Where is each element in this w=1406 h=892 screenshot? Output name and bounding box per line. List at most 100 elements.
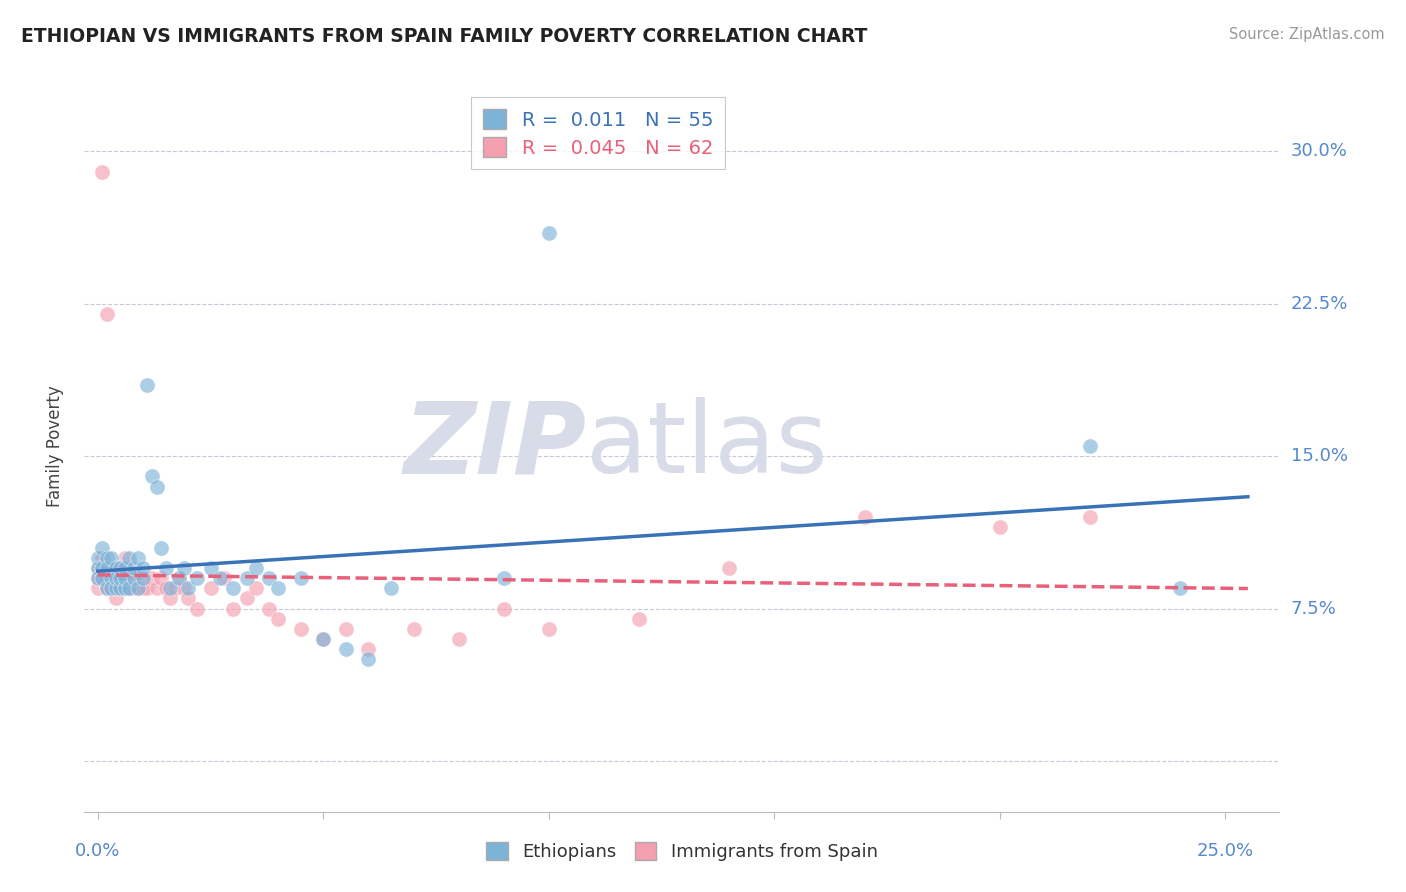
Y-axis label: Family Poverty: Family Poverty xyxy=(45,385,63,507)
Point xyxy=(145,480,167,494)
Point xyxy=(114,571,136,585)
Point xyxy=(87,550,110,565)
Point xyxy=(91,550,114,565)
Point xyxy=(718,561,741,575)
Point xyxy=(104,571,127,585)
Point xyxy=(173,581,195,595)
Point xyxy=(235,571,257,585)
Point xyxy=(87,571,110,585)
Point xyxy=(104,581,127,595)
Point xyxy=(110,571,132,585)
Point xyxy=(87,571,110,585)
Point xyxy=(177,581,200,595)
Point xyxy=(235,591,257,606)
Point xyxy=(104,561,127,575)
Point xyxy=(132,571,155,585)
Point xyxy=(91,571,114,585)
Point xyxy=(222,601,245,615)
Point xyxy=(91,541,114,555)
Point xyxy=(312,632,335,646)
Point xyxy=(118,581,141,595)
Point xyxy=(114,581,136,595)
Point xyxy=(186,601,208,615)
Point xyxy=(87,561,110,575)
Point xyxy=(267,612,290,626)
Point xyxy=(200,561,222,575)
Point xyxy=(402,622,425,636)
Point xyxy=(155,581,177,595)
Point xyxy=(492,571,515,585)
Point xyxy=(122,571,145,585)
Point xyxy=(1168,581,1191,595)
Point xyxy=(96,571,118,585)
Point xyxy=(159,591,181,606)
Point xyxy=(537,622,560,636)
Point xyxy=(132,581,155,595)
Point xyxy=(110,561,132,575)
Point xyxy=(136,581,159,595)
Point xyxy=(118,550,141,565)
Point xyxy=(537,226,560,240)
Point xyxy=(110,581,132,595)
Text: 7.5%: 7.5% xyxy=(1291,599,1337,617)
Point xyxy=(141,571,163,585)
Point xyxy=(100,571,122,585)
Point xyxy=(447,632,470,646)
Point xyxy=(335,622,357,636)
Point xyxy=(132,561,155,575)
Point xyxy=(118,571,141,585)
Point xyxy=(177,591,200,606)
Point xyxy=(114,571,136,585)
Point xyxy=(118,581,141,595)
Point xyxy=(335,642,357,657)
Point xyxy=(100,581,122,595)
Text: atlas: atlas xyxy=(586,398,828,494)
Point xyxy=(100,571,122,585)
Point xyxy=(357,652,380,666)
Point xyxy=(628,612,651,626)
Point xyxy=(380,581,402,595)
Point xyxy=(100,561,122,575)
Point xyxy=(104,581,127,595)
Point xyxy=(150,541,173,555)
Point xyxy=(127,581,149,595)
Point xyxy=(87,561,110,575)
Point xyxy=(492,601,515,615)
Point xyxy=(988,520,1011,534)
Point xyxy=(173,561,195,575)
Point xyxy=(96,581,118,595)
Text: 0.0%: 0.0% xyxy=(75,842,121,860)
Legend: Ethiopians, Immigrants from Spain: Ethiopians, Immigrants from Spain xyxy=(479,835,884,869)
Point xyxy=(114,581,136,595)
Point xyxy=(222,581,245,595)
Point xyxy=(145,581,167,595)
Point xyxy=(122,561,145,575)
Point xyxy=(290,622,312,636)
Point xyxy=(100,581,122,595)
Text: 25.0%: 25.0% xyxy=(1197,842,1254,860)
Point xyxy=(132,571,155,585)
Point xyxy=(245,581,267,595)
Text: Source: ZipAtlas.com: Source: ZipAtlas.com xyxy=(1229,27,1385,42)
Point xyxy=(245,561,267,575)
Point xyxy=(208,571,231,585)
Point xyxy=(110,571,132,585)
Point xyxy=(122,581,145,595)
Point xyxy=(357,642,380,657)
Point xyxy=(110,581,132,595)
Point xyxy=(127,550,149,565)
Point xyxy=(259,601,281,615)
Point xyxy=(110,561,132,575)
Point xyxy=(853,510,876,524)
Text: 22.5%: 22.5% xyxy=(1291,294,1348,313)
Point xyxy=(312,632,335,646)
Point xyxy=(290,571,312,585)
Point xyxy=(96,307,118,321)
Point xyxy=(96,561,118,575)
Point xyxy=(267,581,290,595)
Point xyxy=(259,571,281,585)
Point xyxy=(167,571,190,585)
Point xyxy=(1078,439,1101,453)
Point xyxy=(96,550,118,565)
Point xyxy=(200,581,222,595)
